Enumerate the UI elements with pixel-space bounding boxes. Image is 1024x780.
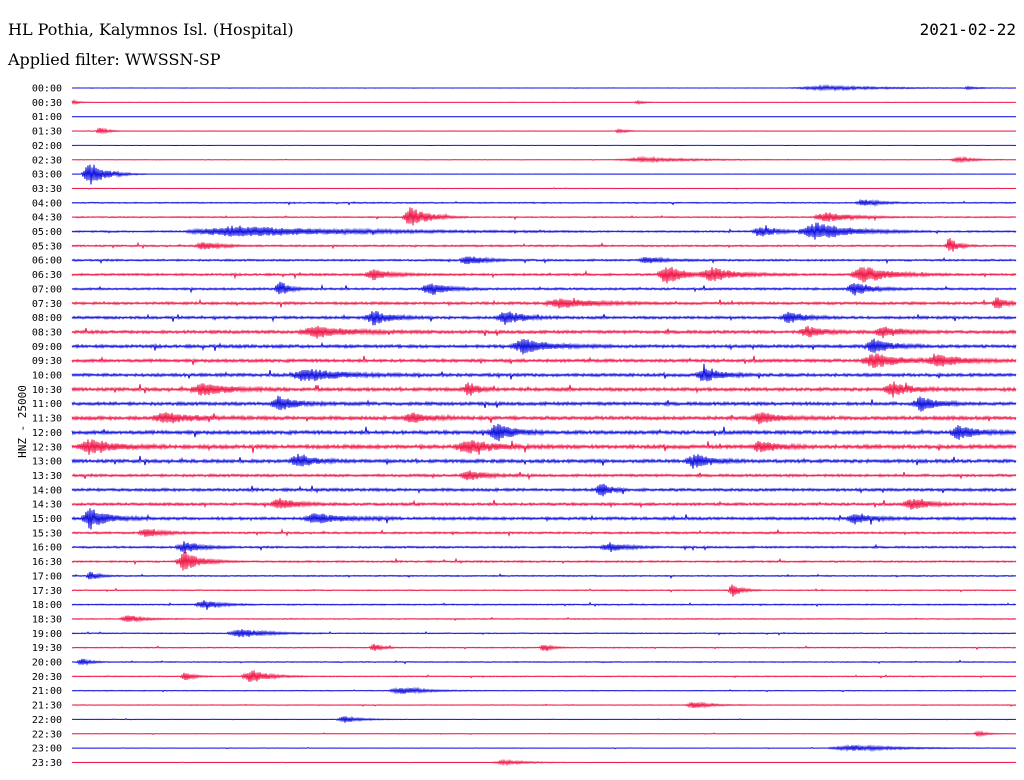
trace-0530 (71, 237, 1017, 252)
trace-0130 (71, 127, 1017, 135)
trace-0800 (71, 311, 1017, 326)
time-label: 04:00 (32, 198, 62, 209)
trace-0000 (71, 84, 1017, 92)
trace-2030 (71, 670, 1017, 682)
time-label: 20:00 (32, 658, 62, 669)
trace-1200 (71, 423, 1017, 442)
trace-2100 (71, 686, 1017, 695)
date-label: 2021-02-22 (919, 20, 1016, 39)
time-label: 07:30 (32, 299, 62, 310)
time-label: 19:00 (32, 629, 62, 640)
time-label: 21:30 (32, 701, 62, 712)
trace-1430 (71, 497, 1017, 510)
trace-0830 (71, 325, 1017, 339)
time-label: 05:30 (32, 241, 62, 252)
time-label: 22:00 (32, 715, 62, 726)
trace-1400 (71, 483, 1017, 497)
trace-2330 (71, 758, 1017, 767)
time-label: 12:30 (32, 442, 62, 453)
trace-2000 (71, 658, 1017, 666)
time-label: 18:00 (32, 600, 62, 611)
time-label: 08:30 (32, 327, 62, 338)
time-label: 04:30 (32, 213, 62, 224)
time-label: 08:00 (32, 313, 62, 324)
trace-1030 (71, 381, 1017, 398)
time-label: 12:00 (32, 428, 62, 439)
time-label: 16:00 (32, 543, 62, 554)
time-label: 05:00 (32, 227, 62, 238)
time-label: 16:30 (32, 557, 62, 568)
trace-1500 (71, 508, 1017, 530)
trace-2230 (71, 729, 1017, 738)
trace-0600 (71, 256, 1017, 265)
trace-1130 (71, 412, 1017, 425)
time-label: 09:00 (32, 342, 62, 353)
time-label: 22:30 (32, 729, 62, 740)
trace-0230 (71, 155, 1017, 164)
time-label: 06:30 (32, 270, 62, 281)
trace-1000 (71, 363, 1017, 382)
filter-label: Applied filter: WWSSN-SP (8, 50, 221, 69)
trace-0400 (71, 198, 1017, 207)
trace-1730 (71, 584, 1017, 597)
trace-0430 (71, 207, 1017, 226)
time-label: 10:00 (32, 371, 62, 382)
trace-1630 (71, 551, 1017, 571)
trace-0500 (71, 222, 1017, 240)
time-label: 01:00 (32, 112, 62, 123)
trace-1700 (71, 571, 1017, 580)
time-label: 10:30 (32, 385, 62, 396)
time-label: 13:00 (32, 457, 62, 468)
time-label: 17:30 (32, 586, 62, 597)
time-label: 14:00 (32, 485, 62, 496)
trace-1930 (71, 643, 1017, 652)
time-label: 19:30 (32, 643, 62, 654)
time-label: 07:00 (32, 284, 62, 295)
trace-1600 (71, 541, 1017, 554)
time-label: 15:30 (32, 528, 62, 539)
trace-2300 (71, 744, 1017, 753)
trace-0030 (71, 99, 1017, 105)
trace-1800 (71, 600, 1017, 610)
trace-1300 (71, 453, 1017, 469)
trace-0700 (71, 281, 1017, 296)
time-label: 20:30 (32, 672, 62, 683)
time-label: 02:00 (32, 141, 62, 152)
trace-1530 (71, 528, 1017, 537)
trace-0930 (71, 353, 1017, 368)
trace-1330 (71, 470, 1017, 481)
time-label: 13:30 (32, 471, 62, 482)
trace-0900 (71, 338, 1017, 355)
trace-0330 (71, 187, 1017, 190)
time-label: 03:00 (32, 170, 62, 181)
time-label: 00:30 (32, 98, 62, 109)
time-label: 15:00 (32, 514, 62, 525)
time-label: 00:00 (32, 84, 62, 95)
time-label: 09:30 (32, 356, 62, 367)
trace-0630 (71, 267, 1017, 284)
trace-2200 (71, 715, 1017, 723)
trace-0300 (71, 164, 1017, 185)
time-label: 23:30 (32, 758, 62, 769)
trace-1230 (71, 439, 1017, 455)
time-label: 11:00 (32, 399, 62, 410)
time-label: 18:30 (32, 614, 62, 625)
time-label: 14:30 (32, 500, 62, 511)
time-label: 17:00 (32, 571, 62, 582)
time-label: 01:30 (32, 127, 62, 138)
time-label: 21:00 (32, 686, 62, 697)
trace-2130 (71, 701, 1017, 709)
time-label: 23:00 (32, 744, 62, 755)
station-title: HL Pothia, Kalymnos Isl. (Hospital) (8, 20, 294, 39)
trace-0730 (71, 297, 1017, 309)
trace-1830 (71, 615, 1017, 623)
time-label: 11:30 (32, 414, 62, 425)
trace-1100 (71, 395, 1017, 412)
time-label: 02:30 (32, 155, 62, 166)
trace-1900 (71, 629, 1017, 638)
time-label: 06:00 (32, 256, 62, 267)
time-label: 03:30 (32, 184, 62, 195)
